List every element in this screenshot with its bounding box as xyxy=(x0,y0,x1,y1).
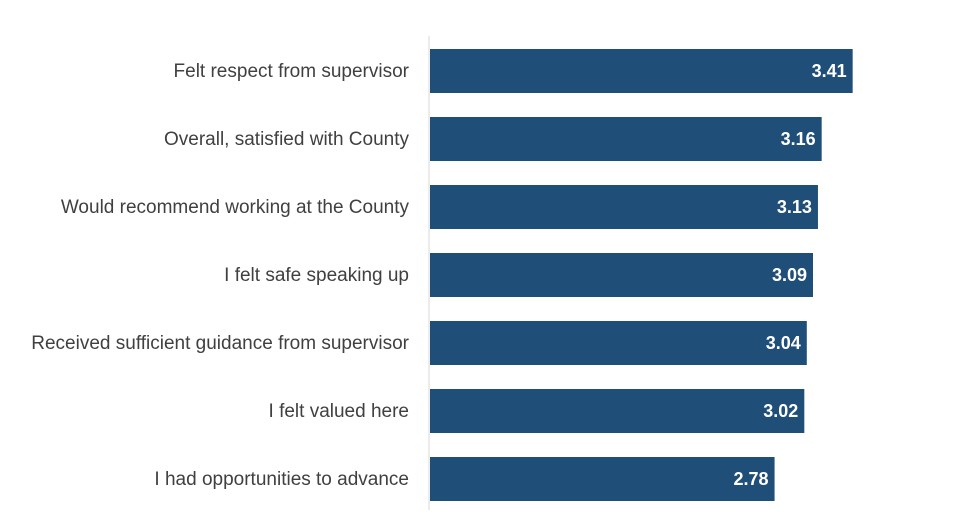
bar xyxy=(430,49,853,93)
bar xyxy=(430,117,822,161)
bar xyxy=(430,253,813,297)
category-label: Overall, satisfied with County xyxy=(164,129,409,150)
value-label: 3.02 xyxy=(763,401,798,421)
value-label: 3.13 xyxy=(777,197,812,217)
bar xyxy=(430,185,818,229)
value-label: 3.16 xyxy=(781,129,816,149)
category-label: Received sufficient guidance from superv… xyxy=(31,333,409,354)
value-labels-group: 3.41 3.16 3.13 3.09 3.04 3.02 2.78 xyxy=(734,61,847,489)
value-label: 3.41 xyxy=(812,61,847,81)
value-label: 3.09 xyxy=(772,265,807,285)
category-label: I felt valued here xyxy=(269,401,409,422)
bar xyxy=(430,389,805,433)
category-label: I had opportunities to advance xyxy=(154,469,409,490)
bar xyxy=(430,321,807,365)
category-label: I felt safe speaking up xyxy=(224,265,409,286)
category-label: Felt respect from supervisor xyxy=(174,61,410,82)
value-label: 3.04 xyxy=(766,333,801,353)
value-label: 2.78 xyxy=(734,469,769,489)
bar xyxy=(430,457,775,501)
bars-group xyxy=(430,49,853,501)
category-label: Would recommend working at the County xyxy=(61,197,410,218)
category-labels-group: Felt respect from supervisor Overall, sat… xyxy=(31,61,409,490)
